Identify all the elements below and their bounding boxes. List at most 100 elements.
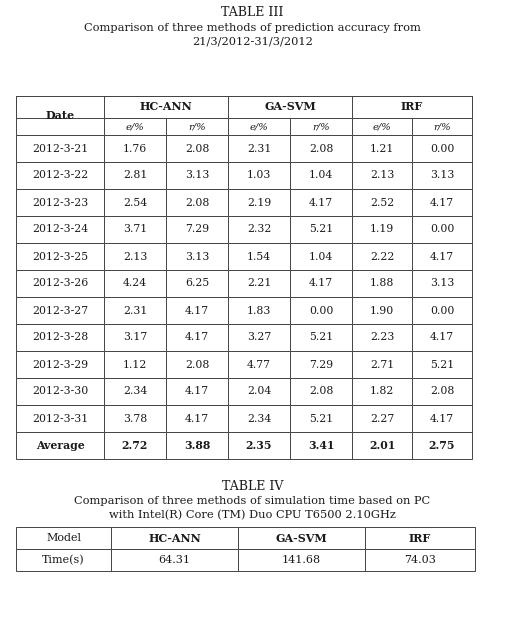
Bar [290,216,352,243]
Bar [16,189,104,216]
Text: 2.13: 2.13 [370,170,394,181]
Text: 2012-3-24: 2012-3-24 [32,225,88,234]
Text: 2.08: 2.08 [185,144,209,154]
Bar [166,432,228,459]
Bar [365,549,475,571]
Bar [352,189,412,216]
Text: 2.01: 2.01 [369,440,395,451]
Bar [166,405,228,432]
Bar [412,243,472,270]
Text: 2.21: 2.21 [247,278,271,289]
Bar [16,96,104,135]
Text: 1.76: 1.76 [123,144,147,154]
Text: 3.13: 3.13 [430,278,454,289]
Bar [228,270,290,297]
Bar [290,432,352,459]
Bar [166,135,228,162]
Bar [104,162,166,189]
Bar [104,378,166,405]
Bar [166,351,228,378]
Text: 3.13: 3.13 [185,170,209,181]
Text: 4.17: 4.17 [185,333,209,342]
Bar [352,432,412,459]
Text: 141.68: 141.68 [282,555,321,565]
Bar [16,549,111,571]
Bar [365,527,475,549]
Text: 74.03: 74.03 [404,555,436,565]
Text: 4.77: 4.77 [247,360,271,370]
Text: 3.88: 3.88 [184,440,210,451]
Text: GA-SVM: GA-SVM [276,532,327,544]
Text: 5.21: 5.21 [309,413,333,423]
Bar [228,118,290,135]
Bar [352,96,472,118]
Bar [352,162,412,189]
Bar [352,405,412,432]
Text: 2.04: 2.04 [247,386,271,397]
Text: 1.04: 1.04 [309,252,333,262]
Bar [412,270,472,297]
Bar [166,216,228,243]
Text: HC-ANN: HC-ANN [139,102,192,112]
Text: 2.08: 2.08 [185,197,209,207]
Text: 4.17: 4.17 [185,305,209,315]
Text: 2.54: 2.54 [123,197,147,207]
Bar [228,243,290,270]
Text: 2.34: 2.34 [123,386,147,397]
Bar [104,405,166,432]
Text: 1.19: 1.19 [370,225,394,234]
Text: 2.71: 2.71 [370,360,394,370]
Text: e/%: e/% [126,122,144,131]
Text: 4.17: 4.17 [185,413,209,423]
Bar [352,378,412,405]
Text: r/%: r/% [433,122,451,131]
Text: 2.31: 2.31 [123,305,147,315]
Bar [412,162,472,189]
Text: 4.17: 4.17 [430,333,454,342]
Text: TABLE III: TABLE III [221,7,284,20]
Bar [166,324,228,351]
Bar [412,324,472,351]
Text: 2012-3-29: 2012-3-29 [32,360,88,370]
Text: 1.03: 1.03 [247,170,271,181]
Bar [412,297,472,324]
Text: 5.21: 5.21 [309,225,333,234]
Text: IRF: IRF [401,102,423,112]
Text: Comparison of three methods of prediction accuracy from: Comparison of three methods of predictio… [84,23,421,33]
Text: r/%: r/% [188,122,206,131]
Bar [228,162,290,189]
Text: 6.25: 6.25 [185,278,209,289]
Bar [166,243,228,270]
Bar [290,324,352,351]
Text: 4.17: 4.17 [309,197,333,207]
Text: HC-ANN: HC-ANN [148,532,201,544]
Bar [104,243,166,270]
Bar [16,162,104,189]
Bar [166,378,228,405]
Bar [228,135,290,162]
Bar [290,297,352,324]
Text: TABLE IV: TABLE IV [222,481,283,494]
Bar [352,351,412,378]
Bar [16,351,104,378]
Bar [16,297,104,324]
Text: 1.90: 1.90 [370,305,394,315]
Bar [166,297,228,324]
Bar [16,324,104,351]
Bar [352,243,412,270]
Text: 2.31: 2.31 [247,144,271,154]
Bar [111,527,238,549]
Bar [16,432,104,459]
Bar [412,405,472,432]
Text: 2.81: 2.81 [123,170,147,181]
Bar [238,527,365,549]
Bar [104,96,228,118]
Text: 4.17: 4.17 [309,278,333,289]
Text: 2.32: 2.32 [247,225,271,234]
Text: 2012-3-22: 2012-3-22 [32,170,88,181]
Text: GA-SVM: GA-SVM [264,102,316,112]
Bar [166,162,228,189]
Text: e/%: e/% [373,122,391,131]
Bar [166,270,228,297]
Text: 1.54: 1.54 [247,252,271,262]
